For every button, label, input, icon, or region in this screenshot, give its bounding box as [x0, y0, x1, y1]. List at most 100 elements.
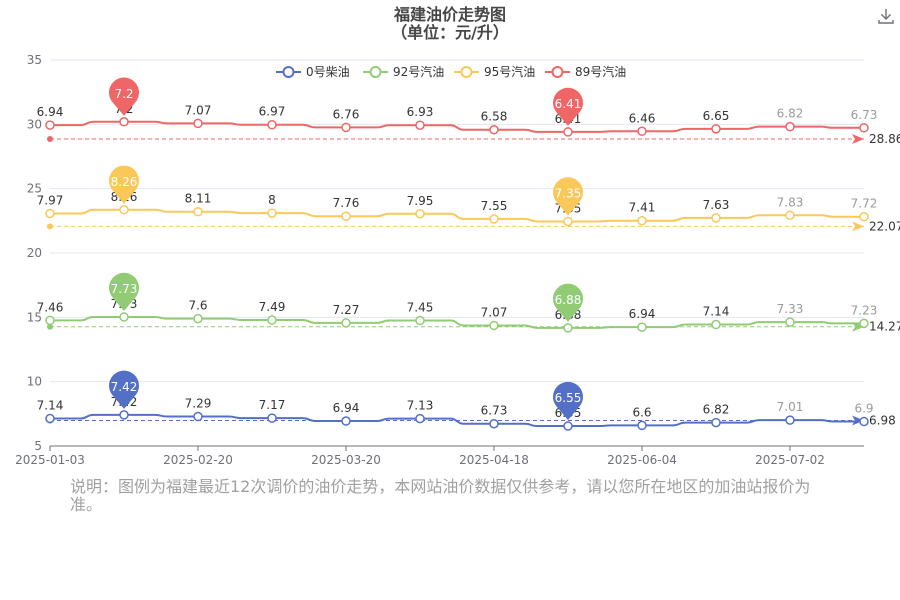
data-label: 6.65 — [703, 109, 730, 123]
data-point — [563, 421, 573, 431]
data-point — [193, 206, 203, 217]
data-label: 7.63 — [703, 198, 730, 212]
data-label: 7.95 — [407, 194, 434, 208]
average-arrow — [852, 221, 864, 232]
data-point — [563, 127, 573, 137]
data-label: 7.01 — [777, 400, 804, 414]
pin-label: 7.2 — [114, 87, 133, 101]
legend-label: 0号柴油 — [306, 65, 350, 79]
extreme-pin: 6.55 — [553, 381, 583, 421]
data-label: 7.49 — [259, 300, 286, 314]
download-icon[interactable] — [876, 6, 896, 26]
data-label: 7.23 — [851, 303, 878, 317]
series-layer: 6.987.147.427.297.176.947.136.736.556.66… — [37, 77, 900, 431]
y-tick-label: 10 — [27, 375, 42, 389]
x-tick-label: 2025-03-20 — [311, 453, 381, 467]
data-label: 8 — [268, 193, 276, 207]
average-start-dot — [47, 136, 53, 143]
data-label: 7.46 — [37, 300, 64, 314]
data-point — [859, 211, 869, 222]
average-label: 28.86 — [869, 132, 900, 146]
pin-label: 6.88 — [555, 293, 582, 307]
series: 28.86 6.94 7.2 7.07 6.97 6.76 6.93 6.58 6.41 6.46… — [37, 77, 900, 146]
data-point — [119, 205, 129, 215]
pin-label: 7.73 — [111, 282, 138, 296]
data-label: 7.45 — [407, 301, 434, 315]
data-point — [711, 417, 721, 428]
legend-label: 92号汽油 — [393, 64, 444, 79]
chart-note: 说明：图例为福建最近12次调价的油价走势，本网站油价数据仅供参考，请以您所在地区… — [70, 477, 811, 514]
data-point — [341, 416, 351, 426]
data-point — [711, 213, 721, 223]
legend-marker — [369, 66, 382, 78]
legend-item[interactable]: 0号柴油 — [276, 65, 350, 79]
data-label: 7.41 — [629, 201, 656, 215]
data-label: 6.6 — [632, 405, 651, 419]
data-point — [45, 413, 55, 424]
data-label: 7.27 — [333, 303, 360, 317]
series: 22.07 7.97 8.26 8.11 8 7.76 7.95 7.55 7.35 7.41 7.… — [37, 165, 900, 233]
data-point — [267, 315, 277, 325]
extreme-pin: 8.26 — [108, 165, 139, 204]
legend-label: 89号汽油 — [575, 64, 626, 79]
average-start-dot — [47, 223, 53, 230]
data-label: 6.82 — [703, 403, 730, 417]
data-label: 8.11 — [185, 192, 212, 206]
data-point — [415, 209, 425, 219]
pin-label: 8.26 — [111, 175, 138, 189]
pin-shape — [553, 381, 583, 421]
data-point — [785, 415, 795, 425]
pin-label: 7.35 — [555, 186, 582, 200]
data-point — [341, 318, 351, 328]
data-label: 6.82 — [777, 107, 804, 121]
chart-subtitle: （单位：元/升） — [391, 23, 509, 42]
data-point — [341, 122, 351, 133]
data-label: 7.6 — [188, 299, 207, 313]
data-point — [489, 320, 499, 331]
series: 6.98 7.14 7.42 7.29 7.17 6.94 7.13 6.73 6.55 6.6 6… — [37, 370, 896, 431]
average-start-dot — [47, 323, 53, 330]
x-tick-label: 2025-04-18 — [459, 453, 529, 467]
extreme-pin: 6.88 — [553, 283, 583, 322]
data-label: 6.94 — [37, 105, 64, 119]
data-point — [45, 120, 55, 130]
data-point — [267, 119, 277, 130]
data-label: 6.73 — [481, 404, 508, 418]
data-label: 7.76 — [333, 196, 360, 210]
data-label: 6.46 — [629, 111, 656, 125]
series-line — [50, 208, 864, 223]
data-label: 7.72 — [851, 197, 878, 211]
legend-marker — [551, 66, 564, 78]
x-axis: 2025-01-03 2025-02-20 2025-03-20 2025-04-18… — [15, 445, 864, 467]
data-label: 6.97 — [259, 105, 286, 119]
data-label: 7.13 — [407, 399, 434, 413]
average-label: 14.27 — [869, 320, 900, 334]
pin-label: 6.55 — [555, 391, 582, 405]
x-tick-label: 2025-07-02 — [755, 453, 825, 467]
y-tick-label: 35 — [27, 53, 42, 67]
extreme-pin: 7.2 — [108, 77, 139, 116]
legend-item[interactable]: 92号汽油 — [363, 64, 444, 79]
data-point — [563, 216, 573, 227]
data-label: 7.83 — [777, 195, 804, 209]
average-label: 6.98 — [869, 414, 896, 428]
grid-lines — [50, 59, 864, 383]
x-tick-label: 2025-01-03 — [15, 453, 85, 467]
data-label: 7.17 — [259, 398, 286, 412]
legend-item[interactable]: 89号汽油 — [545, 64, 626, 79]
data-point — [415, 315, 425, 326]
pin-shape — [108, 272, 139, 311]
data-label: 7.07 — [185, 103, 212, 117]
data-point — [193, 313, 203, 324]
data-point — [45, 315, 55, 326]
pin-shape — [553, 177, 583, 216]
legend[interactable]: 0号柴油 92号汽油 95号汽油 89号汽油 — [276, 64, 626, 79]
extreme-pin: 7.73 — [108, 272, 139, 311]
series-line — [50, 120, 864, 133]
legend-item[interactable]: 95号汽油 — [454, 64, 535, 79]
average-arrow — [852, 415, 864, 426]
data-point — [415, 413, 425, 424]
legend-label: 95号汽油 — [484, 64, 535, 79]
data-point — [637, 420, 647, 431]
pin-shape — [553, 87, 583, 126]
